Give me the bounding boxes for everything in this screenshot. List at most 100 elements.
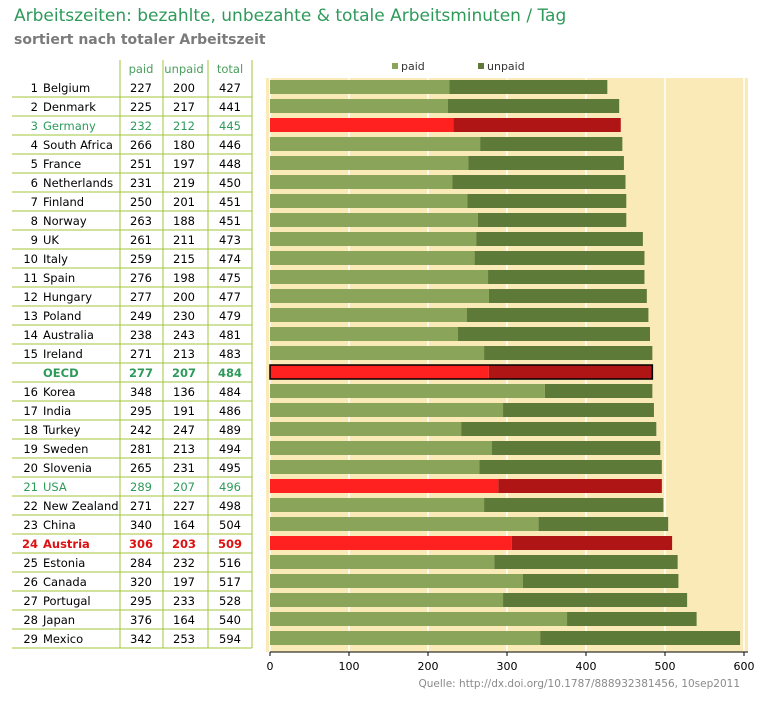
row-country: Estonia — [43, 556, 85, 570]
bar-unpaid — [477, 213, 627, 227]
row-total: 479 — [219, 309, 241, 323]
bar-paid — [270, 99, 448, 113]
row-paid: 320 — [130, 575, 152, 589]
bar-unpaid — [491, 441, 661, 455]
row-total: 441 — [219, 100, 241, 114]
row-paid: 250 — [130, 195, 152, 209]
row-country: Slovenia — [43, 461, 92, 475]
row-total: 486 — [219, 404, 241, 418]
legend-swatch-unpaid — [478, 63, 484, 69]
bar-unpaid — [538, 517, 669, 531]
row-total: 517 — [219, 575, 241, 589]
row-country: Turkey — [42, 423, 81, 437]
legend-swatch-paid — [392, 63, 398, 69]
row-country: Ireland — [43, 347, 83, 361]
row-unpaid: 213 — [173, 347, 195, 361]
row-paid: 249 — [130, 309, 152, 323]
bar-unpaid — [480, 137, 623, 151]
row-rank: 5 — [31, 157, 38, 171]
row-unpaid: 219 — [173, 176, 195, 190]
row-total: 475 — [219, 271, 241, 285]
bar-unpaid — [503, 593, 688, 607]
row-country: Italy — [43, 252, 68, 266]
row-paid: 348 — [130, 385, 152, 399]
row-unpaid: 230 — [173, 309, 195, 323]
row-unpaid: 207 — [173, 480, 195, 494]
row-paid: 342 — [130, 632, 152, 646]
row-country: Sweden — [43, 442, 88, 456]
row-unpaid: 215 — [173, 252, 195, 266]
bar-unpaid — [458, 327, 650, 341]
bar-paid — [270, 441, 492, 455]
row-unpaid: 200 — [173, 290, 195, 304]
bar-paid — [270, 175, 453, 189]
bar-unpaid — [449, 80, 608, 94]
bar-paid — [270, 422, 462, 436]
row-country: UK — [43, 233, 59, 247]
bar-paid — [270, 384, 545, 398]
row-unpaid: 231 — [173, 461, 195, 475]
x-tick-label: 600 — [734, 660, 755, 673]
row-country: USA — [43, 480, 67, 494]
row-unpaid: 213 — [173, 442, 195, 456]
row-rank: 22 — [23, 499, 38, 513]
row-country: South Africa — [43, 138, 113, 152]
row-rank: 14 — [23, 328, 38, 342]
bar-unpaid — [476, 232, 643, 246]
row-paid: 238 — [130, 328, 152, 342]
x-tick-label: 100 — [339, 660, 360, 673]
row-rank: 26 — [23, 575, 38, 589]
row-paid: 266 — [130, 138, 152, 152]
row-rank: 13 — [23, 309, 38, 323]
bar-unpaid — [494, 555, 678, 569]
bar-paid — [270, 593, 504, 607]
chart-title: Arbeitszeiten: bezahlte, unbezahte & tot… — [14, 6, 567, 26]
chart-subtitle: sortiert nach totaler Arbeitszeit — [14, 32, 266, 48]
row-country: Japan — [42, 613, 75, 627]
row-total: 477 — [219, 290, 241, 304]
row-country: Belgium — [43, 81, 90, 95]
row-paid: 295 — [130, 594, 152, 608]
bar-unpaid — [453, 118, 621, 132]
bar-unpaid — [452, 175, 626, 189]
x-tick-label: 300 — [497, 660, 518, 673]
row-rank: 4 — [31, 138, 38, 152]
row-rank: 20 — [23, 461, 38, 475]
row-rank: 10 — [23, 252, 38, 266]
row-total: 494 — [219, 442, 241, 456]
legend-label-unpaid: unpaid — [487, 60, 525, 73]
row-total: 594 — [219, 632, 241, 646]
row-rank: 1 — [31, 81, 38, 95]
row-rank: 3 — [31, 119, 38, 133]
bar-paid — [270, 555, 495, 569]
bar-paid — [270, 536, 512, 550]
table-header-paid: paid — [129, 62, 154, 76]
bar-paid — [270, 232, 477, 246]
legend-label-paid: paid — [401, 60, 425, 73]
bar-paid — [270, 346, 485, 360]
bar-paid — [270, 631, 541, 645]
row-unpaid: 207 — [172, 366, 196, 380]
row-rank: 18 — [23, 423, 38, 437]
plot-area — [266, 78, 748, 652]
row-rank: 28 — [23, 613, 38, 627]
bar-paid — [270, 460, 480, 474]
bar-paid — [270, 574, 523, 588]
row-paid: 251 — [130, 157, 152, 171]
row-rank: 15 — [23, 347, 38, 361]
row-unpaid: 200 — [173, 81, 195, 95]
row-total: 451 — [219, 195, 241, 209]
row-rank: 24 — [22, 537, 38, 551]
row-rank: 27 — [23, 594, 38, 608]
bar-unpaid — [498, 479, 662, 493]
row-country: New Zealand — [43, 499, 119, 513]
row-country: Finland — [43, 195, 84, 209]
row-total: 540 — [219, 613, 241, 627]
bar-paid — [270, 156, 469, 170]
row-country: France — [43, 157, 81, 171]
row-rank: 9 — [31, 233, 38, 247]
row-total: 484 — [219, 385, 241, 399]
row-country: Denmark — [43, 100, 96, 114]
row-paid: 376 — [130, 613, 152, 627]
